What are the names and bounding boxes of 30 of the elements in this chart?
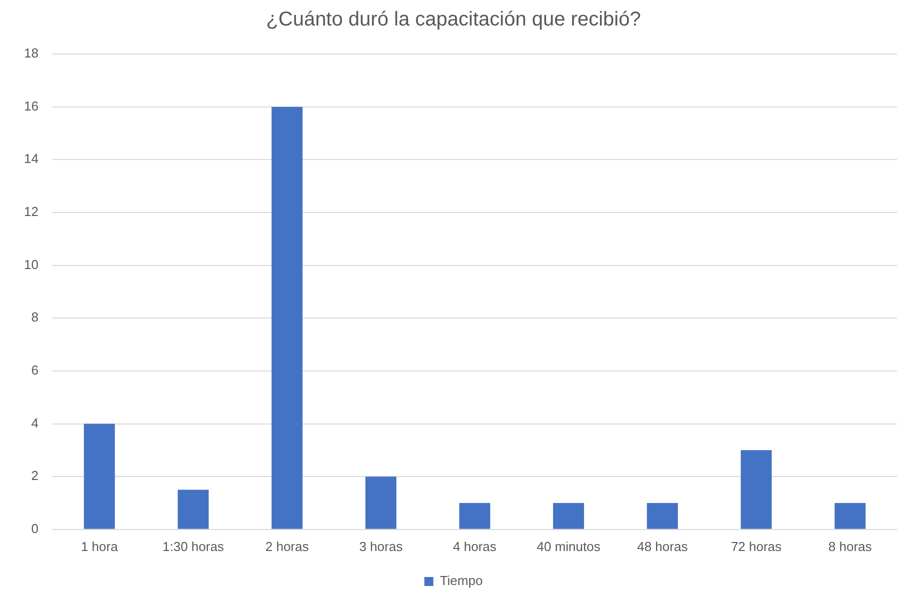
bar	[365, 476, 396, 529]
y-tick-label: 18	[24, 46, 38, 61]
y-tick-label: 16	[24, 98, 38, 114]
x-tick-label: 3 horas	[359, 538, 404, 554]
x-tick-label: 1 hora	[80, 538, 119, 554]
bar	[84, 424, 115, 529]
chart-title: ¿Cuánto duró la capacitación que recibió?	[266, 8, 641, 31]
bar	[740, 450, 772, 529]
y-tick-label: 10	[24, 256, 38, 272]
bar	[646, 502, 678, 529]
x-tick-label: 72 horas	[730, 538, 782, 554]
bar	[553, 502, 584, 529]
y-tick-label: 6	[31, 362, 38, 378]
y-tick-label: 4	[31, 415, 38, 430]
x-tick-label: 8 horas	[828, 538, 872, 554]
x-tick-label: 1:30 horas	[162, 538, 224, 554]
y-tick-label: 14	[24, 151, 38, 166]
y-tick-label: 12	[24, 204, 38, 220]
x-tick-label: 48 horas	[637, 538, 688, 554]
bar	[459, 502, 490, 529]
bar	[178, 490, 209, 529]
x-tick-label: 2 horas	[265, 538, 310, 554]
x-tick-label: 40 minutos	[536, 538, 601, 554]
y-tick-label: 2	[31, 468, 38, 484]
y-tick-label: 8	[31, 310, 38, 325]
bar	[272, 106, 303, 529]
x-tick-label: 4 horas	[453, 538, 497, 554]
bar	[834, 502, 866, 529]
legend-label: Tiempo	[440, 573, 483, 588]
y-tick-label: 0	[31, 520, 38, 536]
